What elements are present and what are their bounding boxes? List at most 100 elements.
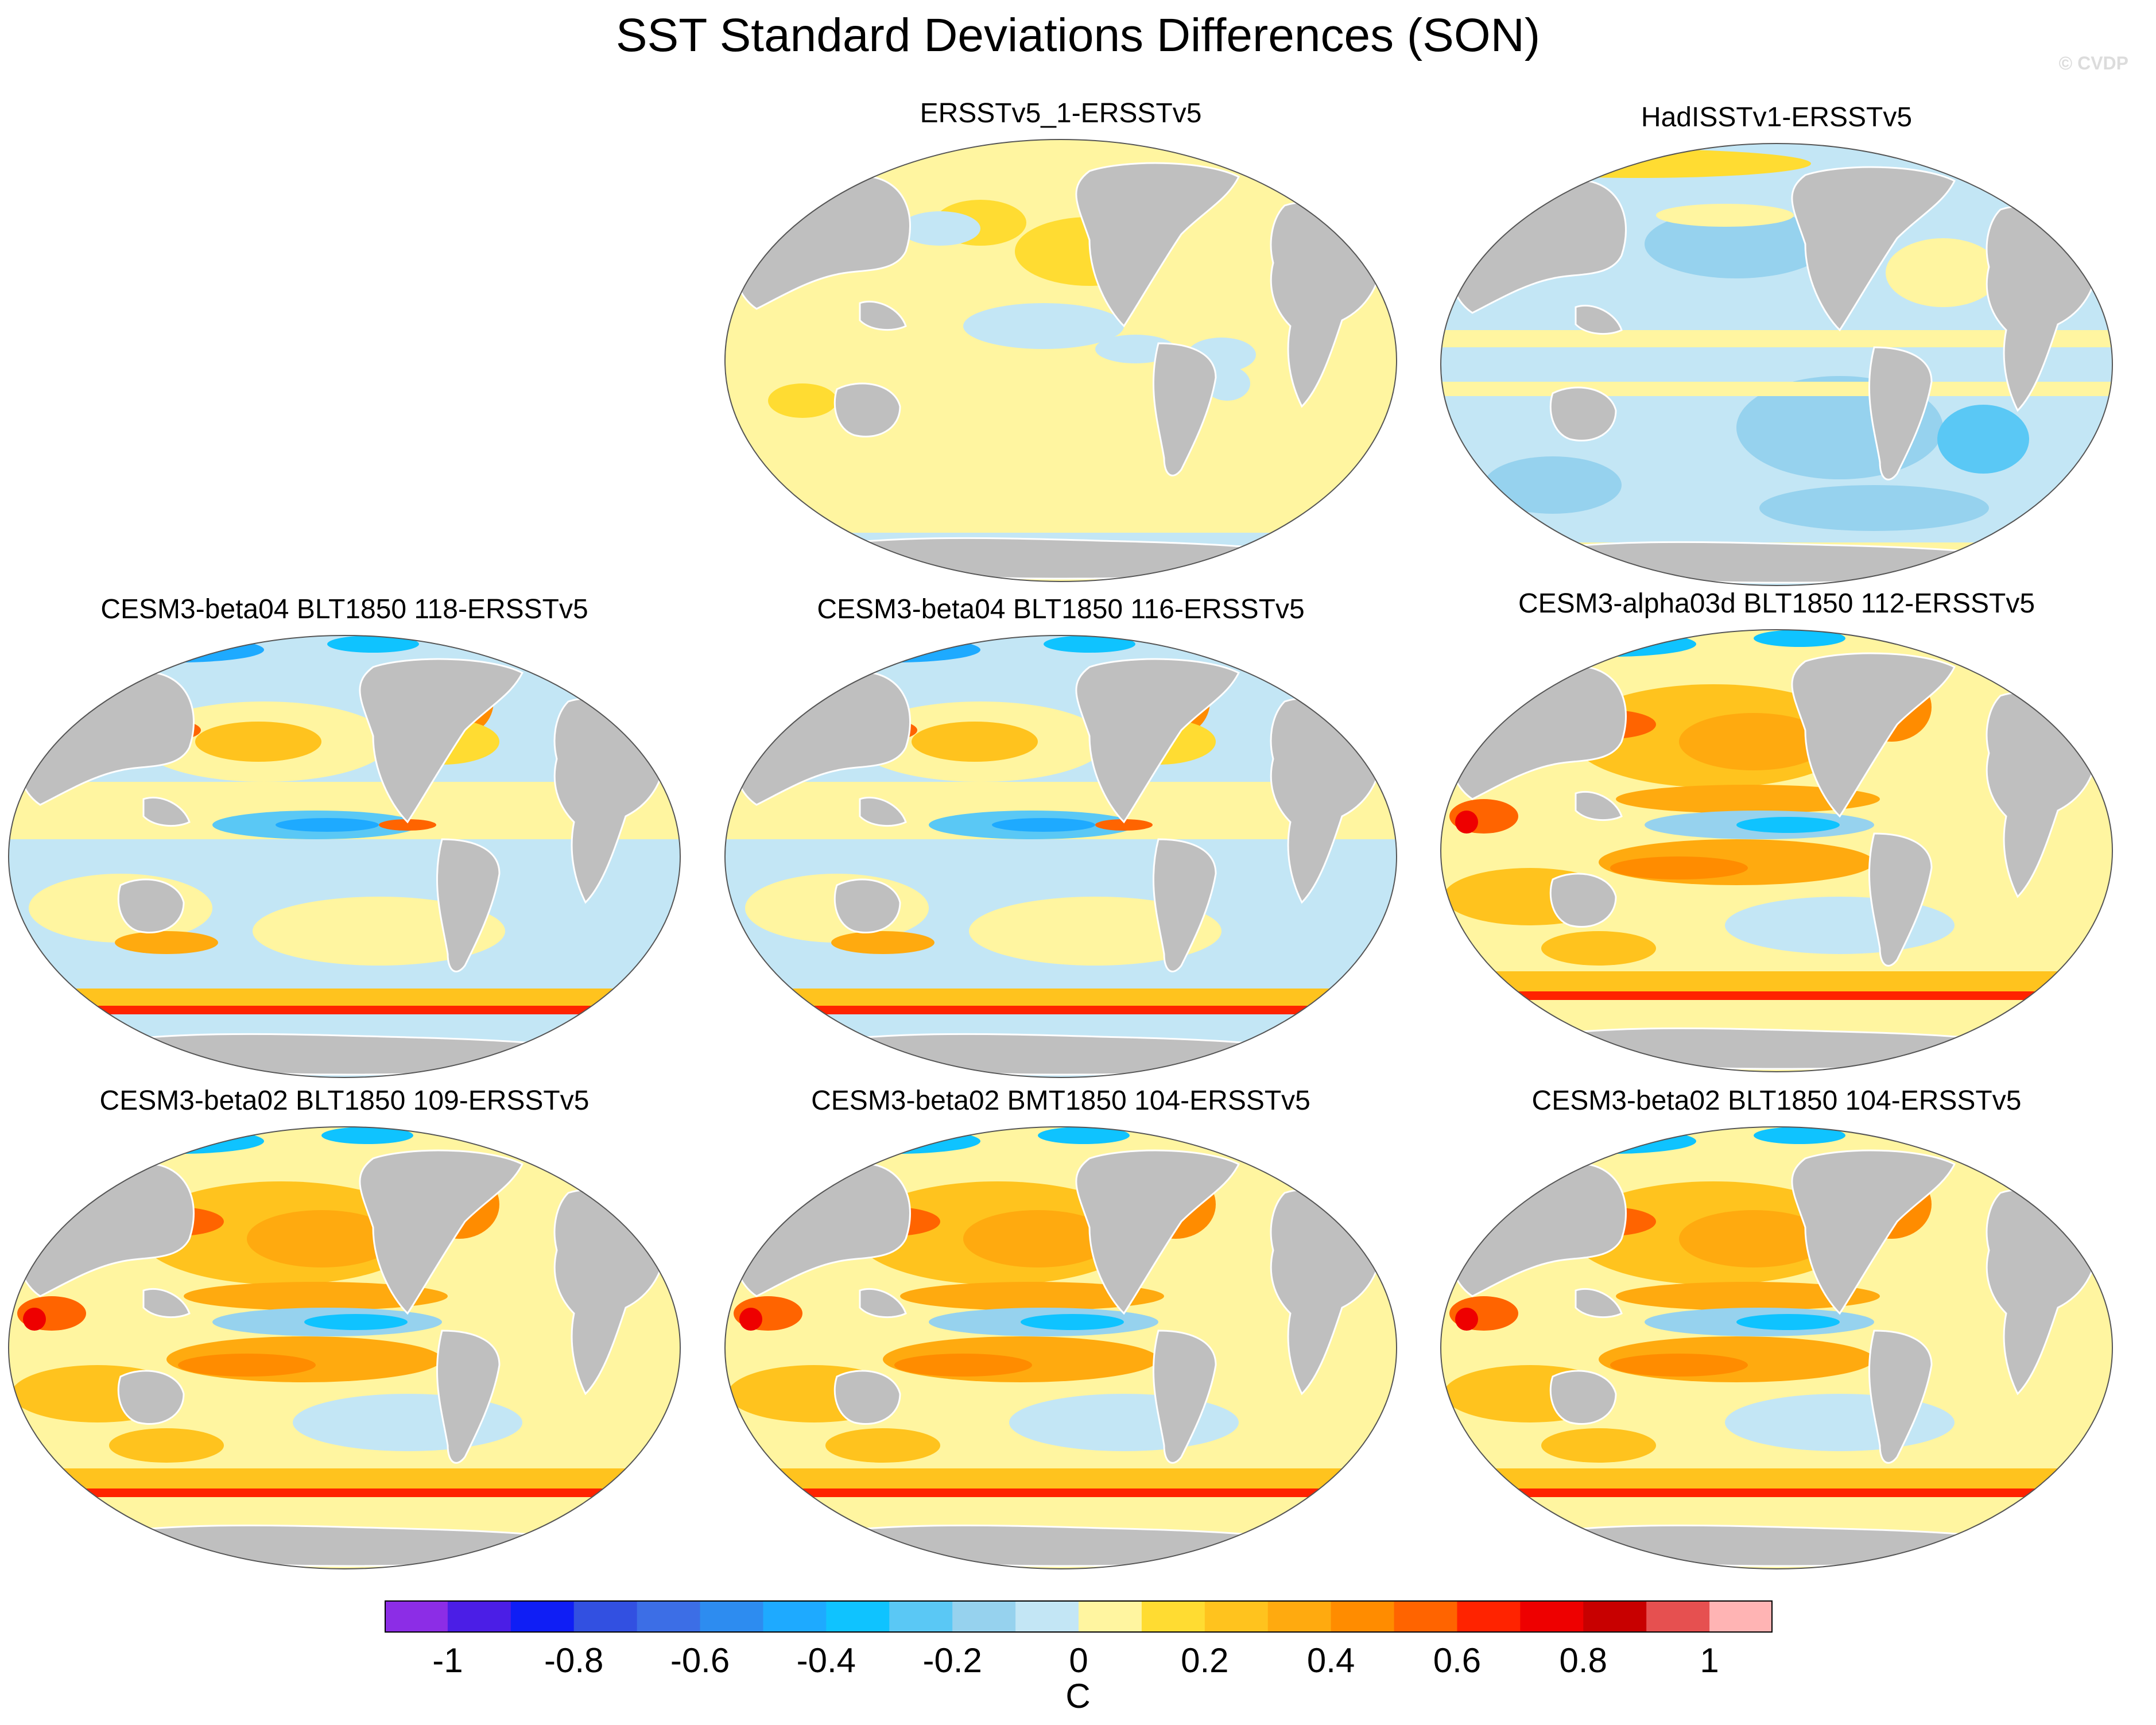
- map-panel-alpha03d-112: CESM3-alpha03d BLT1850 112-ERSSTv5: [1438, 587, 2115, 1080]
- sst-anomaly-patch: [900, 211, 980, 246]
- southern-ocean-band-core: [9, 1006, 680, 1014]
- sst-anomaly-patch: [1524, 631, 1696, 657]
- land-area: [142, 1288, 191, 1319]
- colorbar-swatch: [1646, 1600, 1710, 1633]
- land-area: [1549, 1370, 1617, 1425]
- land-area: [1575, 1288, 1623, 1319]
- sst-anomaly-patch: [992, 818, 1095, 832]
- sst-anomaly-patch: [1467, 149, 1811, 178]
- map-border: [1440, 143, 2114, 586]
- panel-title: CESM3-beta02 BLT1850 104-ERSSTv5: [1531, 1086, 2022, 1116]
- sst-anomaly-patch: [1679, 1210, 1828, 1267]
- colorbar-frame: [385, 1600, 1773, 1633]
- land-area: [1868, 1329, 1933, 1464]
- panel-title: CESM3-beta02 BLT1850 109-ERSSTv5: [99, 1086, 590, 1116]
- sst-anomaly-patch: [195, 722, 321, 762]
- land-area: [1549, 386, 1617, 442]
- colorbar: [385, 1600, 1773, 1633]
- land-area: [1075, 658, 1240, 824]
- colorbar-tick-label: -1: [432, 1641, 463, 1680]
- land-area: [790, 1033, 1333, 1076]
- land-area: [436, 1329, 501, 1464]
- sst-anomaly-patch: [1616, 785, 1880, 813]
- colorbar-swatch: [447, 1600, 511, 1633]
- sst-anomaly-patch: [1759, 485, 1989, 531]
- land-area: [859, 300, 907, 331]
- colorbar-swatch: [385, 1600, 448, 1633]
- colorbar-tick-label: -0.8: [544, 1641, 604, 1680]
- land-area: [790, 1524, 1333, 1567]
- colorbar-tick-label: 0.2: [1181, 1641, 1229, 1680]
- sst-anomaly-patch: [1524, 1129, 1696, 1154]
- land-area: [1868, 346, 1933, 480]
- map-border: [7, 1126, 681, 1569]
- panel-title: CESM3-beta04 BLT1850 116-ERSSTv5: [817, 594, 1305, 625]
- sst-anomaly-patch: [808, 1129, 980, 1154]
- colorbar-tick-label: -0.6: [670, 1641, 730, 1680]
- sst-anomaly-patch: [825, 1428, 940, 1463]
- sst-anomaly-patch: [1541, 1428, 1656, 1463]
- land-area: [436, 838, 501, 972]
- sst-anomaly-patch: [894, 1354, 1032, 1377]
- colorbar-tick-label: 0.6: [1433, 1641, 1482, 1680]
- colorbar-swatch: [1267, 1600, 1332, 1633]
- panel-title: HadISSTv1-ERSSTv5: [1641, 102, 1913, 133]
- sst-anomaly-patch: [1021, 1314, 1124, 1330]
- sst-anomaly-patch: [1455, 811, 1478, 834]
- sst-anomaly-patch: [1754, 1127, 1845, 1144]
- panel-title: CESM3-beta04 BLT1850 118-ERSSTv5: [100, 594, 588, 625]
- robinson-map: [724, 1126, 1398, 1569]
- sst-anomaly-patch: [739, 1308, 762, 1331]
- sst-anomaly-patch: [1541, 931, 1656, 966]
- land-area: [1791, 652, 1956, 818]
- sst-anomaly-patch: [1679, 713, 1828, 770]
- sst-anomaly-patch: [184, 1282, 448, 1311]
- sst-anomaly-patch: [23, 1308, 46, 1331]
- southern-ocean-band-core: [1441, 991, 2112, 1000]
- robinson-map: [1440, 1126, 2114, 1569]
- land-area: [1791, 1149, 1956, 1315]
- map-panel-hadisst: HadISSTv1-ERSSTv5: [1438, 100, 2115, 594]
- sst-anomaly-patch: [1886, 238, 2000, 307]
- sst-anomaly-patch: [321, 1127, 413, 1144]
- land-area: [1152, 342, 1217, 476]
- land-area: [1506, 541, 2049, 584]
- sst-anomaly-patch: [808, 637, 980, 662]
- map-border: [724, 139, 1398, 582]
- colorbar-swatch: [1457, 1600, 1521, 1633]
- sst-anomaly-patch: [1484, 456, 1622, 514]
- panel-title: CESM3-alpha03d BLT1850 112-ERSSTv5: [1518, 588, 2035, 619]
- robinson-map: [1440, 143, 2114, 586]
- colorbar-swatch: [1204, 1600, 1269, 1633]
- southern-ocean-band-core: [725, 1006, 1397, 1014]
- colorbar-swatch: [1141, 1600, 1205, 1633]
- equatorial-band: [1441, 330, 2112, 347]
- sst-anomaly-patch: [1736, 1314, 1840, 1330]
- land-area: [1575, 304, 1623, 335]
- colorbar-tick-label: 0: [1069, 1641, 1088, 1680]
- colorbar-swatch: [1520, 1600, 1584, 1633]
- sst-anomaly-patch: [1616, 1282, 1880, 1311]
- sst-anomaly-patch: [1044, 635, 1135, 653]
- map-border: [724, 1126, 1398, 1569]
- map-border: [724, 635, 1398, 1078]
- land-area: [117, 878, 185, 934]
- robinson-map: [724, 139, 1398, 582]
- colorbar-swatch: [1583, 1600, 1647, 1633]
- sst-anomaly-patch: [92, 1129, 264, 1154]
- sst-anomaly-patch: [304, 1314, 408, 1330]
- colorbar-tick-label: -0.4: [796, 1641, 856, 1680]
- sst-anomaly-patch: [1736, 817, 1840, 833]
- sst-anomaly-patch: [379, 819, 436, 831]
- robinson-map: [724, 635, 1398, 1078]
- colorbar-swatch: [510, 1600, 575, 1633]
- map-panel-beta04-118: CESM3-beta04 BLT1850 118-ERSSTv5: [6, 592, 683, 1086]
- land-area: [859, 1288, 907, 1319]
- southern-ocean-band-core: [9, 1488, 680, 1497]
- colorbar-swatch: [1079, 1600, 1142, 1633]
- land-area: [833, 382, 901, 438]
- land-area: [859, 796, 907, 827]
- sst-anomaly-patch: [1095, 819, 1153, 831]
- southern-ocean-band-core: [1441, 1488, 2112, 1497]
- colorbar-swatch: [1015, 1600, 1079, 1633]
